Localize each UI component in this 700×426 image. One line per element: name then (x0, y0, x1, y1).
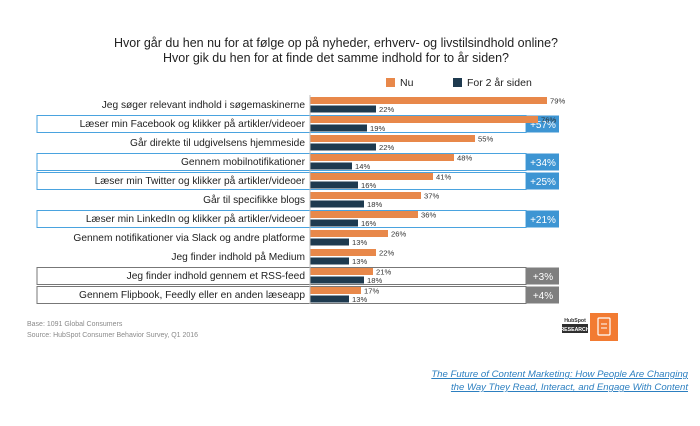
change-badge-label: +4% (533, 291, 553, 302)
value-label: 55% (478, 135, 493, 144)
bar-for-2-ar-siden (310, 219, 358, 227)
value-label: 21% (376, 268, 391, 277)
category-label: Går direkte til udgivelsens hjemmeside (130, 137, 305, 149)
change-badge (526, 153, 559, 171)
bar-nu (310, 211, 418, 218)
report-link-line-2[interactable]: the Way They Read, Interact, and Engage … (450, 382, 688, 393)
category-label: Gennem notifikationer via Slack og andre… (73, 233, 305, 244)
bar-for-2-ar-siden (310, 276, 364, 284)
change-badge-label: +21% (530, 215, 556, 226)
legend-label-for-2-ar-siden: For 2 år siden (467, 77, 532, 89)
value-label: 22% (379, 105, 394, 114)
value-label: 18% (367, 200, 382, 209)
hubspot-research-logo: HubSpot RESEARCH (560, 313, 618, 341)
bar-nu (310, 230, 388, 237)
value-label: 13% (352, 295, 367, 304)
bar-nu (310, 154, 454, 161)
bar-nu (310, 97, 547, 104)
logo-badge (562, 324, 588, 333)
bar-for-2-ar-siden (310, 105, 376, 113)
category-label: Læser min LinkedIn og klikker på artikle… (86, 213, 306, 225)
value-label: 13% (352, 238, 367, 247)
change-badge-label: +25% (530, 177, 556, 188)
logo-brand: HubSpot (564, 318, 586, 324)
bar-for-2-ar-siden (310, 124, 367, 132)
bar-nu (310, 192, 421, 199)
value-label: 13% (352, 257, 367, 266)
value-label: 17% (364, 287, 379, 296)
legend-label-nu: Nu (400, 77, 414, 89)
value-label: 36% (421, 211, 436, 220)
value-label: 22% (379, 143, 394, 152)
bar-for-2-ar-siden (310, 257, 349, 265)
value-label: 26% (391, 230, 406, 239)
change-badge (526, 172, 559, 190)
value-label: 19% (370, 124, 385, 133)
category-label: Læser min Twitter og klikker på artikler… (95, 175, 306, 187)
bar-for-2-ar-siden (310, 162, 352, 170)
value-label: 48% (457, 154, 472, 163)
change-badge (526, 286, 559, 304)
value-label: 41% (436, 173, 451, 182)
value-label: 79% (550, 97, 565, 106)
bar-nu (310, 173, 433, 180)
logo-icon-background (590, 313, 618, 341)
value-label: 16% (361, 219, 376, 228)
legend-swatch-for-2-ar-siden (453, 78, 462, 87)
change-badge-label: +34% (530, 158, 556, 169)
report-link[interactable]: The Future of Content Marketing: How Peo… (368, 368, 688, 394)
highlight-layer: +57% +34% +25% +21% +3% +4% (36, 115, 559, 304)
value-label: 37% (424, 192, 439, 201)
document-icon (597, 317, 611, 336)
category-label: Gennem mobilnotifikationer (181, 157, 306, 168)
footer-base: Base: 1091 Global Consumers (27, 321, 123, 328)
category-label: Jeg finder indhold på Medium (171, 251, 305, 263)
bar-nu (310, 116, 538, 123)
bar-for-2-ar-siden (310, 238, 349, 246)
chart-title-line-2: Hvor gik du hen for at finde det samme i… (163, 51, 509, 65)
logo-tag: RESEARCH (560, 327, 589, 333)
bar-for-2-ar-siden (310, 295, 349, 303)
bar-for-2-ar-siden (310, 181, 358, 189)
category-label: Læser min Facebook og klikker på artikle… (80, 118, 306, 130)
category-label: Gennem Flipbook, Feedly eller en anden l… (79, 290, 305, 301)
footer-source: Source: HubSpot Consumer Behavior Survey… (27, 332, 198, 339)
bar-nu (310, 287, 361, 294)
legend: Nu For 2 år siden (386, 77, 532, 89)
bar-nu (310, 249, 376, 256)
bars-layer (310, 97, 547, 303)
change-badge-label: +57% (530, 120, 556, 131)
change-badge (526, 210, 559, 228)
category-label: Jeg søger relevant indhold i søgemaskine… (102, 100, 306, 111)
bar-for-2-ar-siden (310, 143, 376, 151)
labels-layer: Jeg søger relevant indhold i søgemaskine… (73, 97, 565, 305)
category-label: Jeg finder indhold gennem et RSS-feed (127, 271, 306, 282)
bar-nu (310, 135, 475, 142)
bar-for-2-ar-siden (310, 200, 364, 208)
value-label: 18% (367, 276, 382, 285)
change-badge (526, 267, 559, 285)
bar-nu (310, 268, 373, 275)
legend-swatch-nu (386, 78, 395, 87)
value-label: 14% (355, 162, 370, 171)
report-link-line-1[interactable]: The Future of Content Marketing: How Peo… (431, 369, 688, 380)
chart-title-line-1: Hvor går du hen nu for at følge op på ny… (114, 36, 558, 50)
value-label: 22% (379, 249, 394, 258)
value-label: 16% (361, 181, 376, 190)
change-badge-label: +3% (533, 272, 553, 283)
value-label: 76% (541, 116, 556, 125)
category-label: Går til specifikke blogs (203, 194, 305, 206)
